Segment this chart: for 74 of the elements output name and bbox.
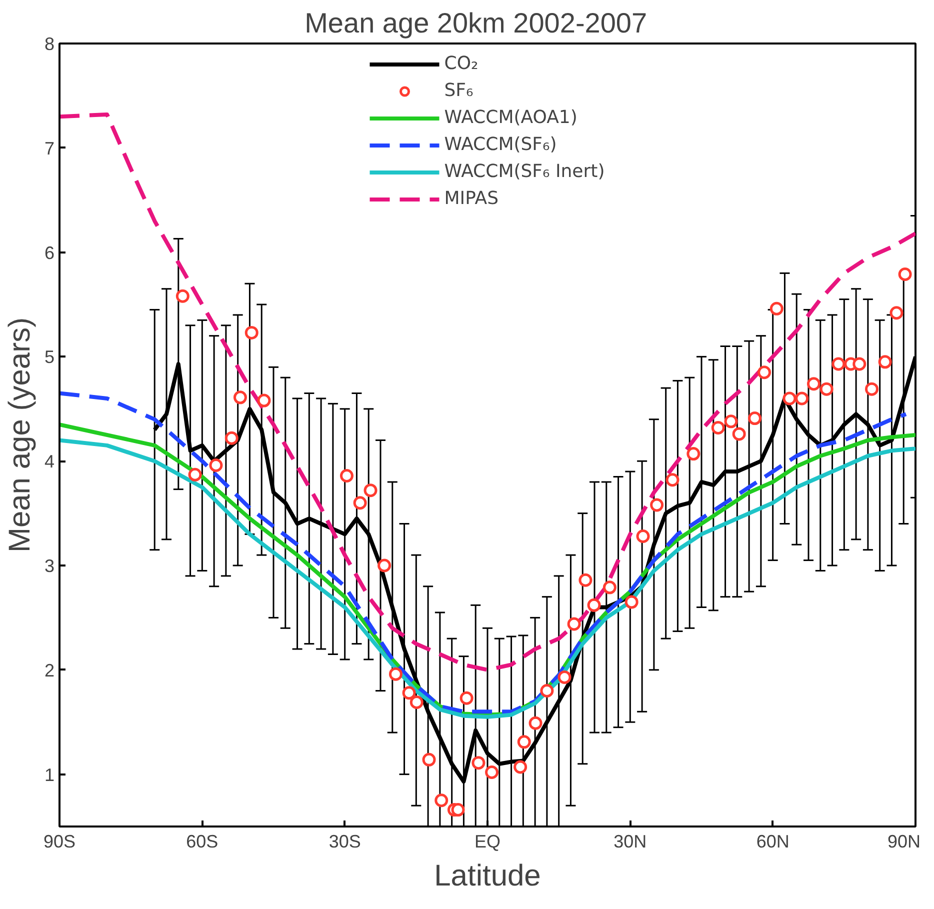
point xyxy=(388,667,402,681)
point xyxy=(666,473,680,487)
y-tick-label: 6 xyxy=(44,242,55,263)
point xyxy=(732,427,746,441)
point xyxy=(224,431,238,445)
point xyxy=(188,468,202,482)
point xyxy=(820,382,834,396)
point xyxy=(434,794,448,808)
x-tick-label: EQ xyxy=(474,832,501,852)
y-tick-label: 7 xyxy=(44,138,55,158)
x-tick-label: 30N xyxy=(614,832,647,852)
point xyxy=(624,595,638,609)
point xyxy=(209,458,223,472)
point xyxy=(852,357,866,371)
legend-label: WACCM(SF₆) xyxy=(444,134,557,155)
chart-title: Mean age 20km 2002-2007 xyxy=(304,8,648,38)
point xyxy=(758,366,772,380)
point xyxy=(514,760,528,774)
point xyxy=(257,394,271,408)
point xyxy=(402,686,416,700)
point xyxy=(865,382,878,396)
point xyxy=(890,306,904,320)
point xyxy=(832,357,846,371)
legend-label: WACCM(AOA1) xyxy=(444,107,578,128)
y-axis-title: Mean age (years) xyxy=(3,317,36,553)
y-tick-label: 1 xyxy=(44,764,55,785)
point xyxy=(782,392,796,406)
y-tick-label: 2 xyxy=(44,660,55,680)
legend-label: CO₂ xyxy=(444,53,478,74)
y-tick-label: 3 xyxy=(44,556,55,576)
point xyxy=(748,412,762,426)
point xyxy=(558,670,572,684)
point xyxy=(176,289,190,303)
point xyxy=(422,752,436,766)
point xyxy=(806,377,820,391)
point xyxy=(378,558,392,572)
point xyxy=(636,530,650,544)
legend-label: MIPAS xyxy=(444,188,499,209)
legend-label: SF₆ xyxy=(444,80,474,101)
point xyxy=(528,716,542,730)
point xyxy=(650,498,664,512)
point xyxy=(795,392,809,406)
y-tick-label: 5 xyxy=(44,347,55,368)
y-tick-label: 4 xyxy=(44,452,55,472)
y-tick-label: 8 xyxy=(44,34,55,54)
point xyxy=(364,484,378,498)
x-axis-title: Latitude xyxy=(434,860,541,892)
point xyxy=(410,696,424,710)
point xyxy=(898,267,912,281)
point xyxy=(485,765,499,779)
x-tick-label: 30S xyxy=(328,832,361,852)
point xyxy=(602,580,616,594)
x-tick-label: 60S xyxy=(186,832,218,852)
point xyxy=(587,598,601,612)
point xyxy=(353,496,367,510)
point xyxy=(567,617,581,631)
point xyxy=(340,468,354,482)
point xyxy=(517,735,531,749)
point xyxy=(578,573,592,587)
point xyxy=(711,420,725,434)
x-tick-label: 60N xyxy=(756,832,790,852)
point xyxy=(472,756,486,770)
point xyxy=(244,326,258,340)
point xyxy=(460,691,474,705)
x-tick-label: 90S xyxy=(43,832,76,852)
legend-label: WACCM(SF₆ Inert) xyxy=(444,161,605,182)
point xyxy=(540,684,554,698)
point xyxy=(724,414,738,428)
point xyxy=(233,390,247,404)
point xyxy=(451,803,465,817)
point xyxy=(686,447,700,461)
point xyxy=(878,355,892,369)
x-tick-label: 90N xyxy=(887,832,921,852)
point xyxy=(770,302,784,316)
